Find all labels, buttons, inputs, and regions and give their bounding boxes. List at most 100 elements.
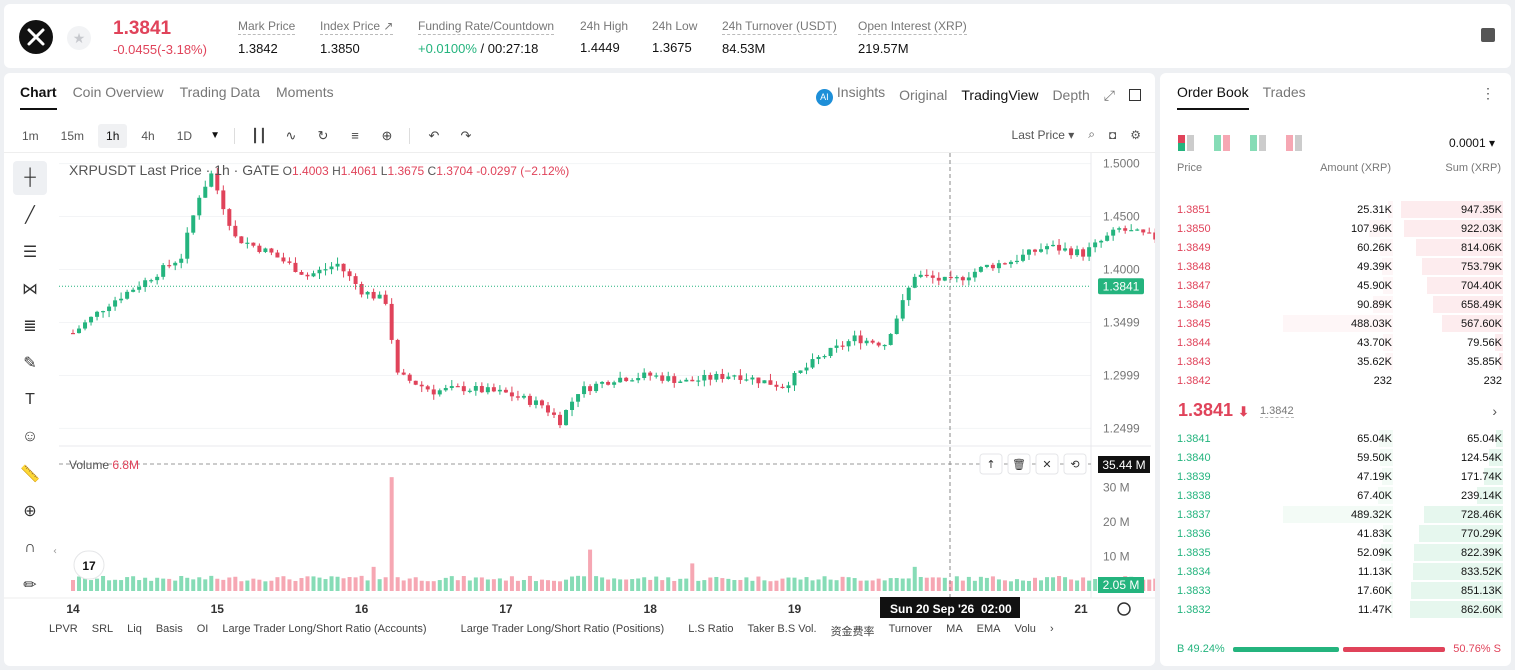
more-options-icon[interactable]: ⋮ bbox=[1481, 85, 1495, 101]
tab-order-book[interactable]: Order Book bbox=[1177, 84, 1249, 110]
templates-icon[interactable]: ≡ bbox=[351, 127, 359, 143]
candle bbox=[1020, 254, 1025, 261]
indicator-ls-positions[interactable]: Large Trader Long/Short Ratio (Positions… bbox=[460, 623, 665, 635]
bid-row[interactable]: 1.3834 11.13K 833.52K bbox=[1160, 562, 1511, 581]
tab-chart[interactable]: Chart bbox=[20, 84, 57, 110]
bid-row[interactable]: 1.3841 65.04K 65.04K bbox=[1160, 429, 1511, 448]
fib-tool-icon[interactable]: ≣ bbox=[23, 318, 37, 335]
tab-tradingview[interactable]: TradingView bbox=[961, 87, 1039, 103]
indicator-basis[interactable]: Basis bbox=[155, 623, 183, 635]
settings-gear-icon[interactable]: ⚙ bbox=[1130, 127, 1141, 142]
document-icon[interactable] bbox=[1481, 28, 1495, 42]
candlestick-chart[interactable]: 1.3841 1.5000 1.4500 1.4000 1.3499 1.2999 1.24… bbox=[4, 153, 1155, 618]
add-indicator-icon[interactable]: ⊕ bbox=[381, 127, 393, 143]
undo-icon[interactable]: ↶ bbox=[428, 127, 440, 143]
indicator-volume[interactable]: Volu bbox=[1014, 623, 1036, 635]
tab-depth[interactable]: Depth bbox=[1052, 87, 1090, 103]
view-both-icon[interactable] bbox=[1178, 135, 1194, 151]
ask-row[interactable]: 1.3843 35.62K 35.85K bbox=[1160, 352, 1511, 371]
ask-row[interactable]: 1.3847 45.90K 704.40K bbox=[1160, 276, 1511, 295]
crosshair-tool-icon[interactable]: ┼ bbox=[13, 161, 47, 195]
bid-row[interactable]: 1.3833 17.60K 851.13K bbox=[1160, 581, 1511, 600]
stat-open-interest[interactable]: Open Interest (XRP) 219.57M bbox=[858, 19, 967, 56]
timeframe-1d[interactable]: 1D bbox=[176, 128, 193, 143]
timeframe-1h[interactable]: 1h bbox=[98, 123, 128, 148]
stat-mark-price[interactable]: Mark Price 1.3842 bbox=[238, 19, 296, 56]
camera-icon[interactable]: ◘ bbox=[1108, 127, 1117, 142]
ask-row[interactable]: 1.3846 90.89K 658.49K bbox=[1160, 295, 1511, 314]
text-tool-icon[interactable]: T bbox=[25, 391, 35, 408]
candle bbox=[930, 275, 935, 278]
tab-coin-overview[interactable]: Coin Overview bbox=[72, 84, 164, 100]
timeframe-dropdown-icon[interactable]: ▼ bbox=[210, 130, 220, 141]
tab-insights[interactable]: AI Insights bbox=[815, 84, 885, 106]
indicator-ls-ratio[interactable]: L.S Ratio bbox=[688, 623, 734, 635]
pencil-tool-icon[interactable]: ✏ bbox=[23, 577, 37, 594]
view-bids-icon[interactable] bbox=[1250, 135, 1266, 151]
stat-funding-rate[interactable]: Funding Rate/Countdown +0.0100% / 00:27:1… bbox=[418, 19, 555, 56]
pane-button-icon: ↑ bbox=[986, 458, 995, 471]
bid-row[interactable]: 1.3835 52.09K 822.39K bbox=[1160, 543, 1511, 562]
view-asks-icon[interactable] bbox=[1286, 135, 1302, 151]
emoji-tool-icon[interactable]: ☺ bbox=[21, 428, 39, 445]
precision-select[interactable]: 0.0001 ▾ bbox=[1448, 136, 1495, 150]
timeframe-4h[interactable]: 4h bbox=[141, 128, 155, 143]
trendline-tool-icon[interactable]: ╱ bbox=[25, 207, 35, 224]
timeframe-1m[interactable]: 1m bbox=[22, 128, 39, 143]
indicator-ma[interactable]: MA bbox=[946, 623, 963, 635]
indicator-ls-accounts[interactable]: Large Trader Long/Short Ratio (Accounts) bbox=[222, 623, 427, 635]
pattern-tool-icon[interactable]: ⋈ bbox=[22, 281, 38, 298]
bid-row[interactable]: 1.3836 41.83K 770.29K bbox=[1160, 524, 1511, 543]
indicators-icon[interactable]: ∿ bbox=[285, 127, 297, 143]
redo-icon[interactable]: ↷ bbox=[460, 127, 472, 143]
tab-moments[interactable]: Moments bbox=[276, 84, 334, 100]
volume-bar bbox=[293, 580, 298, 591]
bid-row[interactable]: 1.3837 489.32K 728.46K bbox=[1160, 505, 1511, 524]
volume-bar bbox=[383, 577, 388, 591]
price-type-select[interactable]: Last Price ▾ bbox=[1011, 127, 1075, 142]
ask-row[interactable]: 1.3845 488.03K 567.60K bbox=[1160, 314, 1511, 333]
replay-icon[interactable]: ↻ bbox=[317, 127, 329, 143]
zoom-in-tool-icon[interactable]: ⊕ bbox=[23, 503, 37, 520]
indicator-lpvr[interactable]: LPVR bbox=[49, 623, 78, 635]
stat-index-price[interactable]: Index Price ↗ 1.3850 bbox=[320, 19, 394, 56]
magnet-tool-icon[interactable]: ∩ bbox=[24, 539, 36, 556]
indicator-funding-rate[interactable]: 资金费率 bbox=[830, 626, 875, 638]
bid-row[interactable]: 1.3838 67.40K 239.14K bbox=[1160, 486, 1511, 505]
bid-row[interactable]: 1.3839 47.19K 171.74K bbox=[1160, 467, 1511, 486]
ask-row[interactable]: 1.3844 43.70K 79.56K bbox=[1160, 333, 1511, 352]
view-both-alt-icon[interactable] bbox=[1214, 135, 1230, 151]
tab-trading-data[interactable]: Trading Data bbox=[179, 84, 261, 100]
bid-row[interactable]: 1.3832 11.47K 862.60K bbox=[1160, 600, 1511, 619]
expand-icon[interactable]: ⤢ bbox=[1103, 86, 1115, 103]
ask-row[interactable]: 1.3850 107.96K 922.03K bbox=[1160, 219, 1511, 238]
ask-row[interactable]: 1.3842 232 232 bbox=[1160, 371, 1511, 390]
ruler-tool-icon[interactable]: 📏 bbox=[20, 466, 40, 483]
brush-tool-icon[interactable]: ✎ bbox=[23, 355, 37, 372]
volume-bar bbox=[756, 576, 761, 591]
bid-row[interactable]: 1.3840 59.50K 124.54K bbox=[1160, 448, 1511, 467]
ask-row[interactable]: 1.3851 25.31K 947.35K bbox=[1160, 200, 1511, 219]
indicator-turnover[interactable]: Turnover bbox=[888, 623, 933, 635]
candle bbox=[726, 376, 731, 379]
search-icon[interactable]: ⌕ bbox=[1088, 127, 1095, 141]
indicator-srl[interactable]: SRL bbox=[91, 623, 114, 635]
indicator-taker-vol[interactable]: Taker B.S Vol. bbox=[747, 623, 817, 635]
chevron-right-icon[interactable]: › bbox=[1049, 623, 1054, 635]
timeframe-15m[interactable]: 15m bbox=[60, 128, 85, 143]
indicator-oi[interactable]: OI bbox=[196, 623, 209, 635]
chevron-right-icon[interactable]: › bbox=[1492, 403, 1497, 419]
tab-trades[interactable]: Trades bbox=[1262, 84, 1306, 100]
favorite-star-icon[interactable]: ★ bbox=[67, 26, 91, 50]
candle-type-icon[interactable]: ┃┃ bbox=[251, 127, 267, 143]
window-icon[interactable] bbox=[1129, 89, 1141, 101]
candle bbox=[155, 276, 160, 281]
tab-original[interactable]: Original bbox=[899, 87, 948, 103]
candle bbox=[624, 377, 629, 382]
stat-24h-turnover[interactable]: 24h Turnover (USDT) 84.53M bbox=[722, 19, 837, 56]
ask-row[interactable]: 1.3848 49.39K 753.79K bbox=[1160, 257, 1511, 276]
indicator-liq[interactable]: Liq bbox=[127, 623, 142, 635]
ask-row[interactable]: 1.3849 60.26K 814.06K bbox=[1160, 238, 1511, 257]
horizontal-lines-tool-icon[interactable]: ☰ bbox=[22, 244, 38, 261]
indicator-ema[interactable]: EMA bbox=[976, 623, 1001, 635]
